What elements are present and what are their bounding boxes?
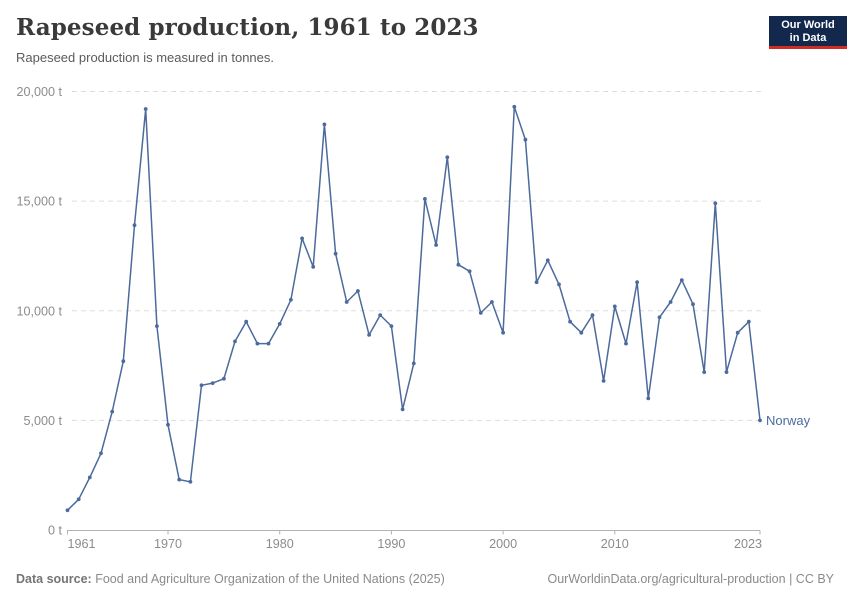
data-point — [356, 289, 360, 293]
data-point — [635, 280, 639, 285]
owid-url-link[interactable]: OurWorldinData.org/agricultural-producti… — [547, 572, 786, 586]
data-point — [65, 508, 70, 513]
norway-line-series — [66, 106, 761, 512]
data-point — [255, 341, 260, 346]
data-point — [746, 319, 751, 324]
data-point — [222, 376, 226, 381]
data-point — [266, 341, 271, 346]
data-point — [758, 418, 762, 423]
data-point — [76, 497, 81, 502]
data-point — [233, 339, 237, 344]
data-point — [534, 280, 539, 285]
data-point — [467, 269, 472, 274]
data-point — [289, 297, 293, 302]
x-axis-tick-label: 2010 — [601, 537, 629, 551]
data-point — [99, 451, 103, 456]
data-point — [188, 479, 193, 484]
x-axis-tick-label: 1961 — [68, 537, 96, 551]
data-point — [110, 409, 115, 414]
data-point — [512, 104, 517, 109]
data-point — [434, 243, 438, 247]
data-point — [668, 300, 673, 304]
data-point — [210, 381, 215, 385]
line-chart: 0 t 5,000 t 10,000 t 15,000 t 20,000 t 1961 19… — [16, 85, 811, 551]
data-point — [177, 477, 182, 482]
data-point — [612, 304, 617, 309]
y-axis-tick-label: 0 t — [48, 524, 63, 538]
x-axis-tick-label: 1970 — [154, 537, 182, 551]
data-point — [657, 315, 662, 320]
data-point — [624, 341, 628, 346]
data-source-note: Data source: Food and Agriculture Organi… — [16, 572, 445, 586]
data-point — [322, 122, 327, 127]
data-point — [87, 475, 92, 480]
data-point — [601, 379, 606, 383]
data-point — [490, 300, 494, 304]
chart-header: Rapeseed production, 1961 to 2023 Rapese… — [16, 14, 740, 65]
data-point — [456, 262, 461, 267]
data-point — [199, 383, 204, 388]
data-point — [545, 258, 550, 263]
license-link[interactable]: CC BY — [795, 572, 834, 586]
y-axis-tick-label: 5,000 t — [23, 414, 62, 428]
owid-logo-line1: Our World — [781, 19, 835, 31]
data-point — [367, 333, 371, 337]
x-axis-tick-label: 2023 — [734, 537, 762, 551]
footer-links: OurWorldinData.org/agricultural-producti… — [548, 572, 835, 586]
data-point — [300, 236, 304, 241]
x-axis-tick-label: 2000 — [489, 537, 517, 551]
chart-subtitle: Rapeseed production is measured in tonne… — [16, 50, 274, 65]
data-point — [423, 197, 427, 201]
data-point — [244, 319, 249, 324]
data-point — [166, 422, 170, 427]
series-label-norway: Norway — [766, 413, 811, 428]
data-point — [277, 322, 282, 326]
data-point — [679, 278, 684, 282]
data-point — [568, 319, 572, 324]
data-point — [523, 137, 528, 142]
data-source-text: Food and Agriculture Organization of the… — [95, 572, 445, 586]
owid-logo-line2: in Data — [789, 32, 827, 44]
footer-separator: | — [789, 572, 793, 586]
chart-footer: Data source: Food and Agriculture Organi… — [0, 572, 850, 600]
data-source-label: Data source: — [16, 572, 92, 586]
owid-logo[interactable]: Our World in Data — [769, 16, 847, 49]
data-point — [311, 265, 316, 269]
data-point — [646, 396, 651, 401]
data-point — [713, 201, 718, 206]
y-axis-tick-label: 20,000 t — [16, 85, 62, 99]
data-point — [411, 361, 416, 366]
data-point — [400, 407, 405, 412]
data-point — [445, 155, 450, 160]
data-point — [132, 223, 137, 228]
data-point — [691, 302, 695, 307]
data-point — [378, 313, 383, 317]
x-axis-tick-label: 1980 — [266, 537, 294, 551]
data-point — [121, 359, 126, 364]
data-point — [735, 330, 740, 335]
page-title: Rapeseed production, 1961 to 2023 — [16, 14, 479, 41]
y-axis-tick-label: 10,000 t — [16, 304, 62, 318]
data-point — [155, 324, 159, 328]
data-point — [389, 324, 394, 328]
data-point — [702, 370, 707, 374]
data-point — [143, 107, 148, 111]
x-axis-tick-label: 1990 — [377, 537, 405, 551]
data-point — [724, 370, 729, 374]
data-point — [557, 282, 561, 287]
data-point — [333, 251, 338, 256]
y-axis-tick-label: 15,000 t — [16, 195, 62, 209]
data-point — [501, 330, 505, 335]
data-point — [478, 311, 483, 315]
data-point — [344, 300, 349, 304]
data-point — [590, 313, 595, 317]
data-point — [579, 330, 584, 335]
